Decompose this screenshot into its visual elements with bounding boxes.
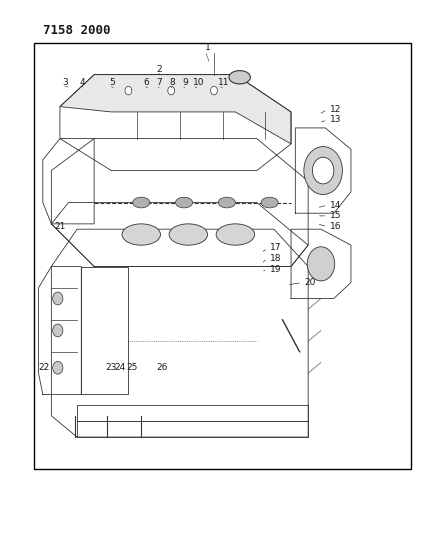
Text: 8: 8 [169,78,175,87]
Ellipse shape [261,197,278,208]
Polygon shape [60,75,291,144]
Circle shape [304,147,342,195]
Text: 16: 16 [330,222,341,231]
Text: 24: 24 [114,364,125,372]
Text: 5: 5 [109,78,115,87]
Text: 6: 6 [143,78,149,87]
Text: 3: 3 [62,78,68,87]
Text: 1: 1 [205,44,211,52]
Ellipse shape [216,224,255,245]
Circle shape [211,86,217,95]
Text: 15: 15 [330,212,341,220]
Text: 19: 19 [270,265,281,273]
Text: 22: 22 [39,364,50,372]
Text: 25: 25 [126,364,138,372]
Text: 20: 20 [304,278,315,287]
Ellipse shape [218,197,235,208]
Text: 9: 9 [182,78,187,87]
Circle shape [125,86,132,95]
Text: 2: 2 [156,65,162,74]
Text: 26: 26 [156,364,168,372]
Text: 4: 4 [79,78,85,87]
Ellipse shape [122,224,160,245]
Ellipse shape [133,197,150,208]
Text: 14: 14 [330,201,341,209]
Ellipse shape [169,224,208,245]
Text: 12: 12 [330,105,341,114]
Circle shape [312,157,334,184]
Bar [34,43,411,469]
Ellipse shape [175,197,193,208]
Text: 13: 13 [330,116,341,124]
Circle shape [53,324,63,337]
Text: 21: 21 [55,222,66,231]
Circle shape [168,86,175,95]
Text: 23: 23 [106,364,117,372]
Circle shape [53,361,63,374]
Ellipse shape [229,70,250,84]
Text: 7: 7 [156,78,162,87]
Text: 17: 17 [270,244,281,252]
Circle shape [307,247,335,281]
Text: 11: 11 [218,78,230,87]
Circle shape [53,292,63,305]
Text: 10: 10 [193,78,204,87]
Text: 7158 2000: 7158 2000 [43,24,110,37]
Text: 18: 18 [270,254,281,263]
